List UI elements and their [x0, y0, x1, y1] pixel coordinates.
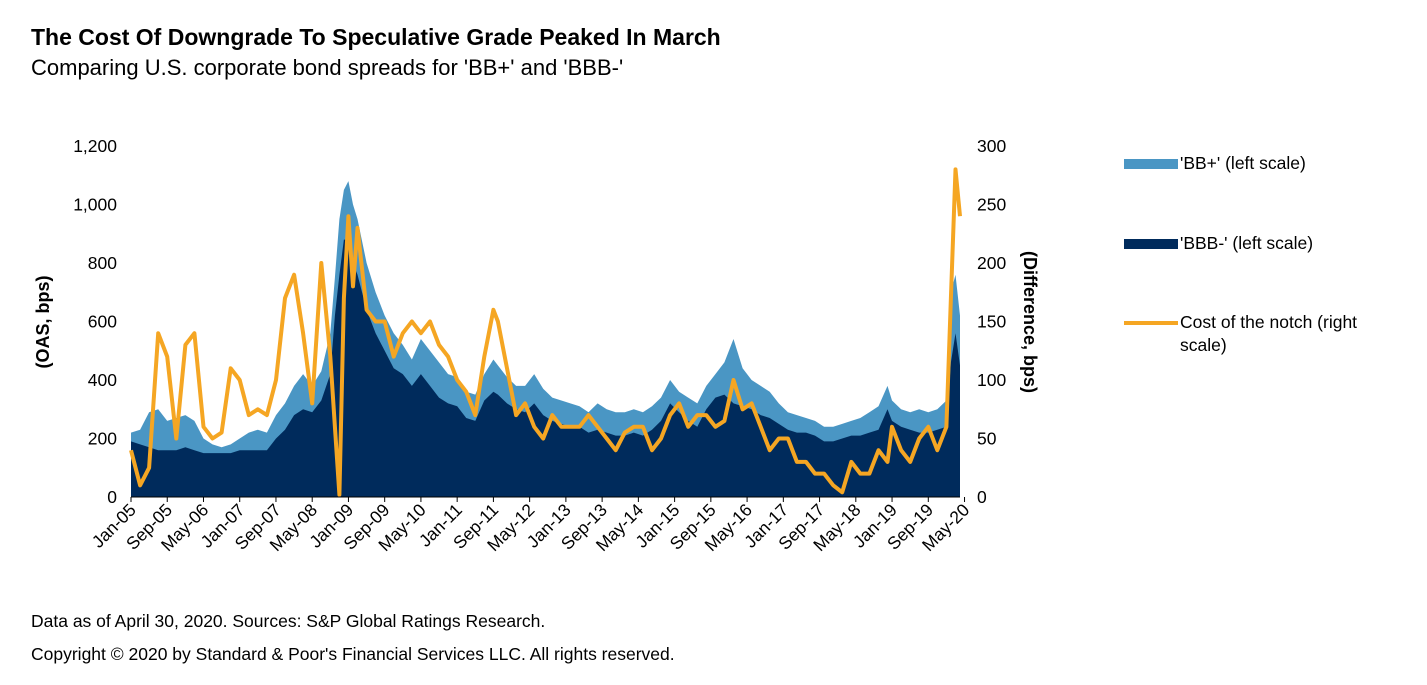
right-y-tick-label: 300 — [977, 136, 1006, 156]
legend-label-bb-plus: 'BB+' (left scale) — [1180, 153, 1306, 173]
bbb-minus-area — [131, 239, 960, 497]
right-y-tick-label: 250 — [977, 195, 1006, 215]
right-y-tick-label: 100 — [977, 370, 1006, 390]
right-y-tick-label: 50 — [977, 429, 997, 449]
x-axis: Jan-05Sep-05May-06Jan-07Sep-07May-08Jan-… — [88, 497, 974, 555]
left-y-axis-label: (OAS, bps) — [33, 275, 53, 368]
legend-label-bbb-minus: 'BBB-' (left scale) — [1180, 233, 1314, 253]
cost-of-notch-line — [129, 167, 962, 497]
chart: 0 200 400 600 800 1,000 1,200 0 50 100 150 200 250 3… — [33, 136, 1040, 555]
chart-subtitle: Comparing U.S. corporate bond spreads fo… — [31, 55, 624, 80]
left-y-tick-label: 0 — [107, 487, 117, 507]
footer-copyright: Copyright © 2020 by Standard & Poor's Fi… — [31, 644, 675, 664]
legend-swatch-cost-of-notch — [1124, 321, 1178, 325]
chart-title: The Cost Of Downgrade To Speculative Gra… — [31, 24, 721, 50]
left-y-tick-label: 800 — [88, 253, 117, 273]
right-y-axis-label: (Difference, bps) — [1020, 251, 1040, 393]
left-y-tick-label: 1,000 — [73, 195, 117, 215]
legend-item-cost-of-notch: Cost of the notch (right scale) — [1124, 311, 1404, 357]
legend-item-bbb-minus: 'BBB-' (left scale) — [1124, 232, 1404, 255]
left-y-tick-label: 1,200 — [73, 136, 117, 156]
left-y-tick-label: 200 — [88, 429, 117, 449]
left-y-axis: 0 200 400 600 800 1,000 1,200 — [73, 136, 117, 507]
legend-label-cost-of-notch: Cost of the notch (right scale) — [1180, 312, 1358, 355]
left-y-tick-label: 400 — [88, 370, 117, 390]
legend-item-bb-plus: 'BB+' (left scale) — [1124, 152, 1404, 175]
right-y-tick-label: 150 — [977, 312, 1006, 332]
right-y-tick-label: 200 — [977, 253, 1006, 273]
left-y-tick-label: 600 — [88, 312, 117, 332]
right-y-axis: 0 50 100 150 200 250 300 — [977, 136, 1006, 507]
footer-source: Data as of April 30, 2020. Sources: S&P … — [31, 611, 546, 631]
legend-swatch-bb-plus — [1124, 159, 1178, 169]
right-y-tick-label: 0 — [977, 487, 987, 507]
legend-swatch-bbb-minus — [1124, 239, 1178, 249]
